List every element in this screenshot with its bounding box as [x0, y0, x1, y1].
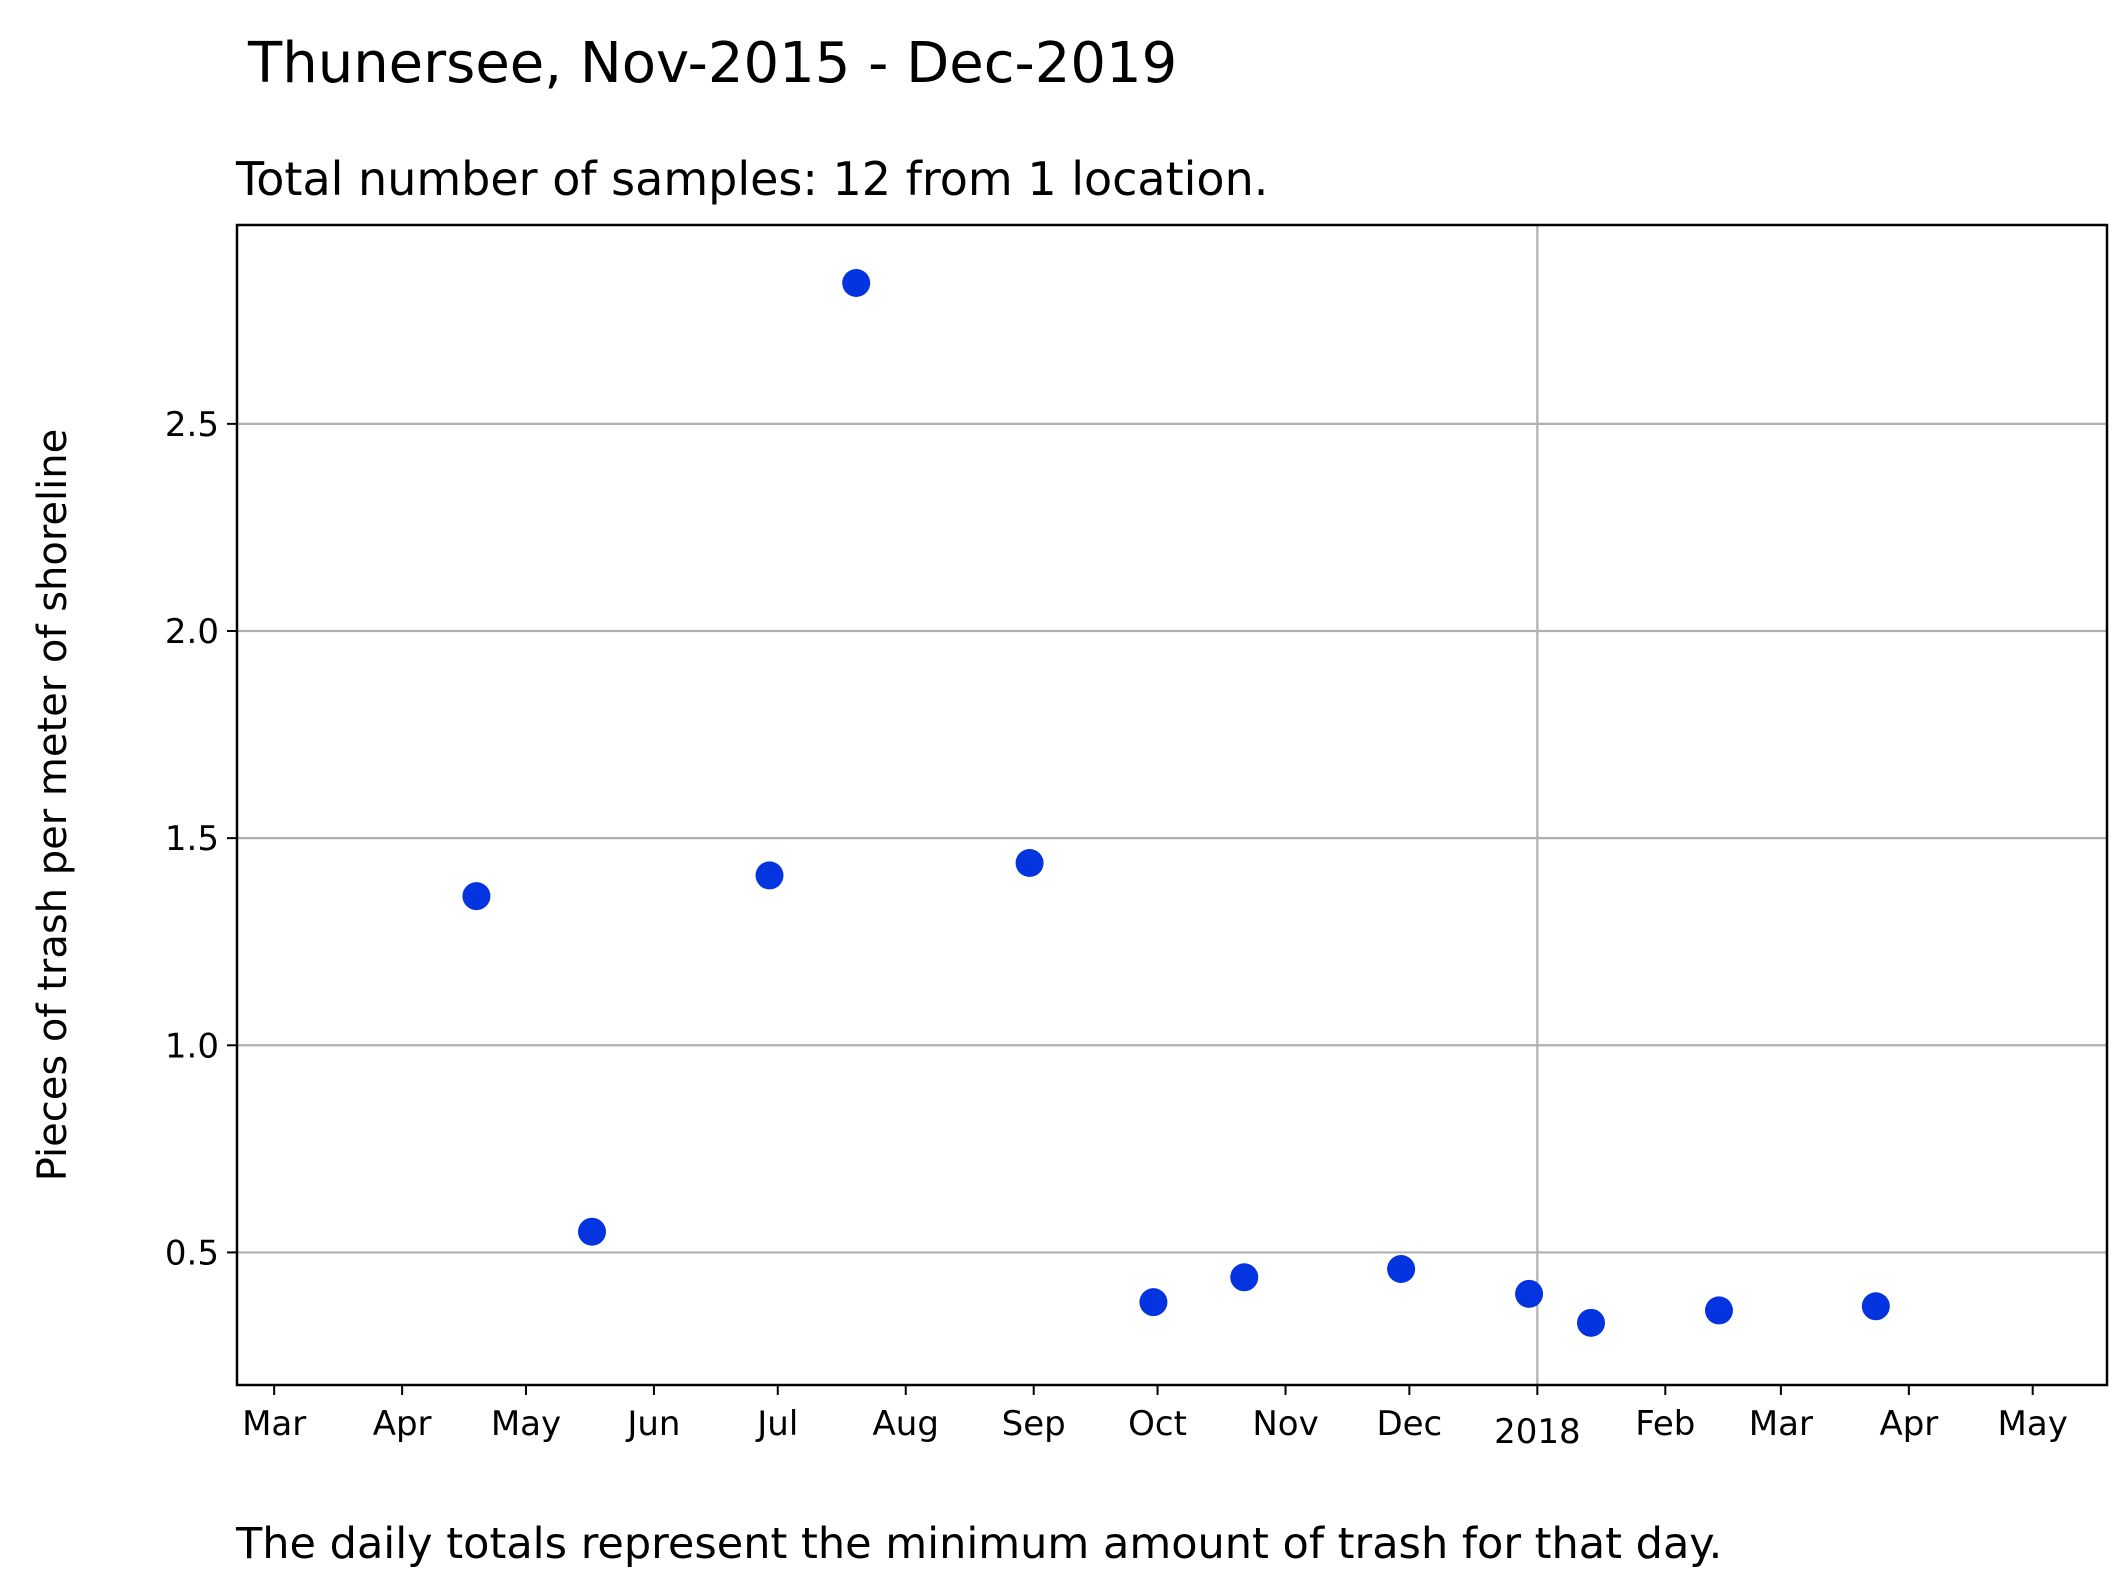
data-point	[842, 269, 871, 297]
data-point	[1704, 1296, 1733, 1325]
y-tick-label: 1.0	[165, 1026, 219, 1066]
data-point	[1576, 1308, 1605, 1337]
x-tick-label: Apr	[1879, 1404, 1938, 1444]
data-point	[1015, 849, 1044, 877]
y-axis: 0.5 1.0 1.5 2.0 2.5	[165, 405, 237, 1273]
data-point	[755, 861, 784, 890]
x-tick-label: May	[491, 1404, 561, 1444]
chart-footnote: The daily totals represent the minimum a…	[235, 1519, 1722, 1569]
x-tick-label: Dec	[1376, 1404, 1442, 1444]
data-points	[462, 269, 1890, 1337]
data-point	[1139, 1288, 1168, 1317]
data-point	[578, 1217, 607, 1246]
x-tick-label: Mar	[242, 1404, 306, 1444]
data-point	[1230, 1263, 1259, 1292]
x-tick-label: Apr	[373, 1404, 432, 1444]
y-axis-label: Pieces of trash per meter of shoreline	[30, 429, 76, 1181]
x-tick-label: Jul	[755, 1404, 798, 1444]
x-axis: Mar Apr May Jun Jul Aug Sep Oct Nov Dec 2018 Feb Mar…	[242, 1385, 2068, 1452]
x-tick-label: May	[1998, 1404, 2068, 1444]
chart-title: Thunersee, Nov-2015 - Dec-2019	[247, 31, 1177, 96]
grid-lines	[237, 225, 2107, 1385]
x-tick-label: Jun	[625, 1404, 680, 1444]
x-tick-label: 2018	[1494, 1412, 1581, 1452]
data-point	[462, 882, 491, 911]
y-tick-label: 2.5	[165, 405, 219, 445]
x-tick-label: Sep	[1002, 1404, 1066, 1444]
data-point	[1387, 1255, 1416, 1283]
x-tick-label: Nov	[1252, 1404, 1318, 1444]
y-tick-label: 2.0	[165, 612, 219, 652]
plot-frame	[235, 223, 2109, 1387]
x-tick-label: Aug	[873, 1404, 939, 1444]
x-tick-label: Feb	[1635, 1404, 1695, 1444]
chart-subtitle: Total number of samples: 12 from 1 locat…	[235, 152, 1268, 206]
data-point	[1861, 1292, 1890, 1321]
y-tick-label: 0.5	[165, 1233, 219, 1273]
x-tick-label: Oct	[1128, 1404, 1187, 1444]
y-tick-label: 1.5	[165, 819, 219, 859]
data-point	[1515, 1279, 1544, 1308]
x-tick-label: Mar	[1749, 1404, 1813, 1444]
